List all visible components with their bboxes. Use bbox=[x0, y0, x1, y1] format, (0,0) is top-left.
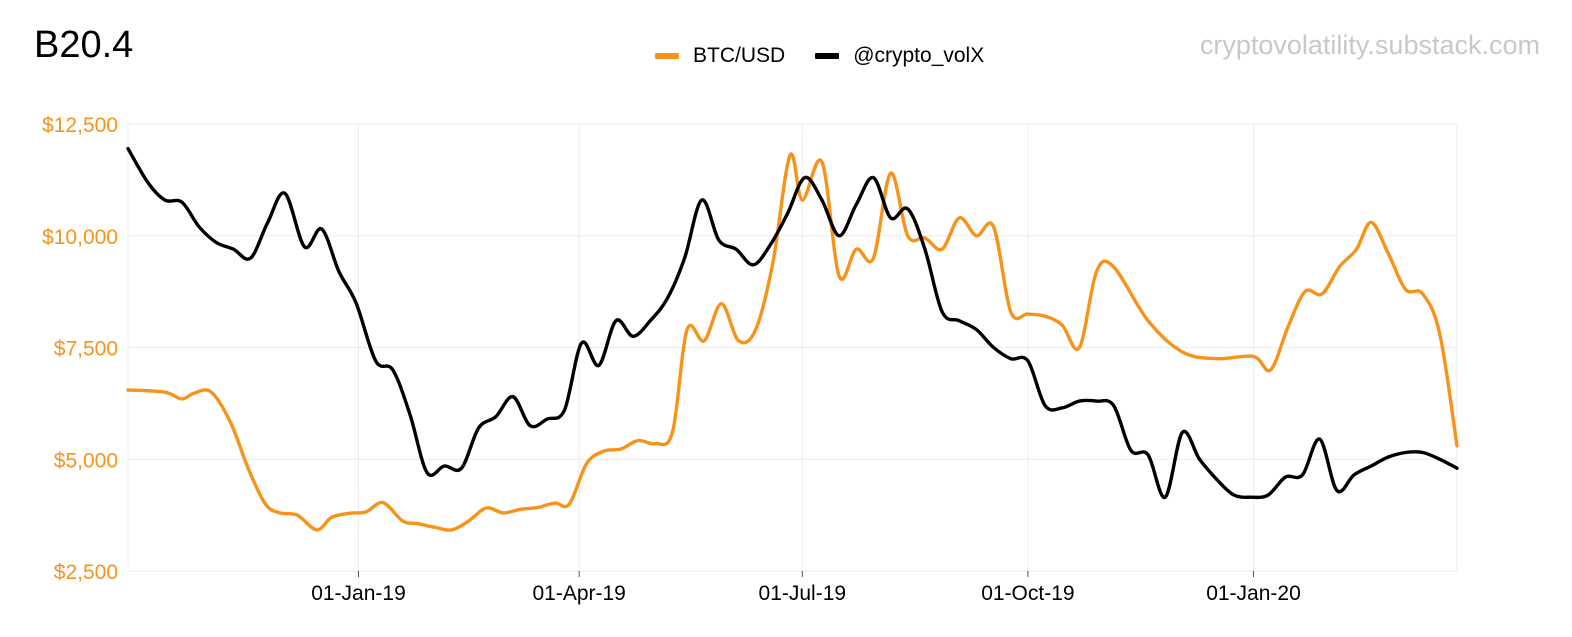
x-tick-label: 01-Jan-20 bbox=[1206, 582, 1301, 605]
legend-label-btc: BTC/USD bbox=[693, 44, 786, 67]
x-axis: 01-Jan-19 01-Apr-19 01-Jul-19 01-Oct-19 01-J… bbox=[311, 571, 1301, 605]
y-tick-label: $2,500 bbox=[54, 561, 118, 584]
legend-item-btc[interactable]: BTC/USD bbox=[655, 44, 785, 68]
legend-swatch-btc bbox=[655, 53, 679, 59]
legend-label-volx: @crypto_volX bbox=[853, 44, 985, 67]
y-axis: $2,500 $5,000 $7,500 $10,000 $12,500 bbox=[42, 114, 118, 584]
legend: BTC/USD @crypto_volX bbox=[655, 44, 984, 68]
series-layer bbox=[126, 146, 1459, 532]
y-tick-label: $12,500 bbox=[42, 114, 118, 137]
series-line-crypto-volx[interactable] bbox=[126, 146, 1459, 500]
y-tick-label: $5,000 bbox=[54, 449, 118, 472]
y-tick-label: $7,500 bbox=[54, 338, 118, 361]
y-tick-label: $10,000 bbox=[42, 226, 118, 249]
series-line-btc-usd[interactable] bbox=[126, 152, 1459, 532]
chart-title: B20.4 bbox=[34, 24, 134, 66]
x-tick-label: 01-Oct-19 bbox=[981, 582, 1074, 605]
watermark: cryptovolatility.substack.com bbox=[1199, 30, 1540, 60]
legend-swatch-volx bbox=[815, 53, 840, 59]
x-tick-label: 01-Jul-19 bbox=[759, 582, 847, 605]
grid bbox=[127, 123, 1458, 572]
x-tick-label: 01-Apr-19 bbox=[532, 582, 625, 605]
x-tick-label: 01-Jan-19 bbox=[311, 582, 406, 605]
legend-item-volx[interactable]: @crypto_volX bbox=[815, 44, 984, 68]
